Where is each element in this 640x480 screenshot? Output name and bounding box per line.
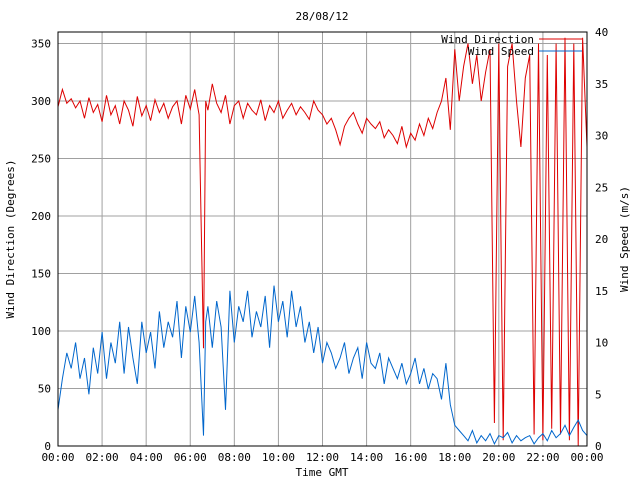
x-tick-label: 10:00 — [262, 451, 295, 464]
x-tick-label: 06:00 — [174, 451, 207, 464]
x-tick-label: 00:00 — [570, 451, 603, 464]
x-tick-label: 12:00 — [306, 451, 339, 464]
tick-labels: 00:00 02:00 04:00 06:00 08:00 10:00 12:00 14:00… — [31, 26, 608, 464]
y-tick-label: 300 — [31, 95, 51, 108]
y-tick-label: 150 — [31, 268, 51, 281]
plot-area — [57, 37, 588, 447]
y-tick-label: 0 — [44, 440, 51, 453]
y2-tick-label: 40 — [595, 26, 608, 39]
grid — [58, 32, 587, 446]
wind-speed-line — [57, 285, 588, 446]
y-axis-label: Wind Direction (Degrees) — [4, 160, 17, 319]
y-tick-label: 100 — [31, 325, 51, 338]
x-tick-label: 20:00 — [482, 451, 515, 464]
x-tick-label: 22:00 — [526, 451, 559, 464]
y-tick-label: 50 — [38, 383, 51, 396]
x-tick-label: 04:00 — [130, 451, 163, 464]
legend-label-wind-direction: Wind Direction — [441, 33, 534, 46]
legend-label-wind-speed: Wind Speed — [468, 45, 534, 58]
x-tick-label: 02:00 — [86, 451, 119, 464]
x-axis-label: Time GMT — [296, 466, 349, 479]
y2-tick-label: 10 — [595, 337, 608, 350]
plot-frame — [57, 31, 588, 447]
x-tick-label: 00:00 — [41, 451, 74, 464]
y2-tick-label: 25 — [595, 181, 608, 194]
y2-tick-label: 5 — [595, 388, 602, 401]
y-tick-label: 350 — [31, 38, 51, 51]
y2-tick-label: 0 — [595, 440, 602, 453]
y-tick-label: 200 — [31, 210, 51, 223]
x-tick-label: 08:00 — [218, 451, 251, 464]
y2-tick-label: 30 — [595, 130, 608, 143]
wind-direction-line — [57, 37, 588, 447]
chart-title: 28/08/12 — [296, 10, 349, 23]
x-tick-label: 16:00 — [394, 451, 427, 464]
y2-tick-label: 35 — [595, 78, 608, 91]
x-tick-label: 14:00 — [350, 451, 383, 464]
y2-tick-label: 20 — [595, 233, 608, 246]
y2-axis-label: Wind Speed (m/s) — [618, 186, 631, 292]
y-tick-label: 250 — [31, 153, 51, 166]
y2-tick-label: 15 — [595, 285, 608, 298]
x-tick-label: 18:00 — [438, 451, 471, 464]
